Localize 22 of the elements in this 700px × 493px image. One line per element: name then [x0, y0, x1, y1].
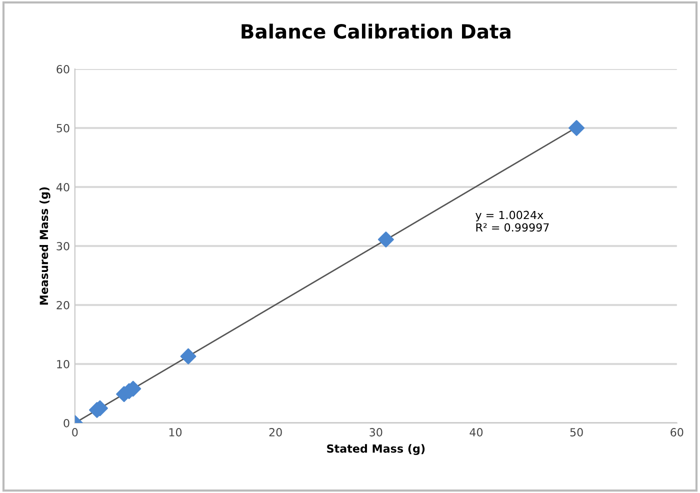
y-tick-label: 30	[56, 242, 70, 250]
annotation: y = 1.0024x	[476, 210, 544, 222]
x-tick-label: 20	[269, 428, 282, 436]
x-tick-label: 60	[670, 428, 684, 436]
point	[180, 348, 196, 364]
x-tick-label: 40	[470, 428, 483, 436]
point	[568, 120, 585, 136]
y-tick-label: 60	[56, 64, 70, 74]
y-tick-label: 40	[56, 182, 70, 192]
x-tick-label: 50	[570, 428, 583, 436]
y-axis-title: Measured Mass (g)	[40, 187, 50, 305]
chart-title: Balance Calibration Data	[242, 24, 510, 39]
x-tick-label: 0	[72, 428, 78, 436]
x-tick-label: 30	[370, 428, 382, 436]
y-tick-label: 0	[64, 418, 70, 428]
x-tick-label: 10	[169, 428, 182, 436]
x-axis-title: Stated Mass (g)	[327, 444, 425, 456]
point	[378, 232, 394, 248]
y-tick-label: 10	[57, 360, 70, 368]
y-tick-label: 20	[56, 300, 70, 310]
y-tick-label: 50	[56, 124, 70, 132]
annotation: R² = 0.99997	[476, 223, 549, 232]
